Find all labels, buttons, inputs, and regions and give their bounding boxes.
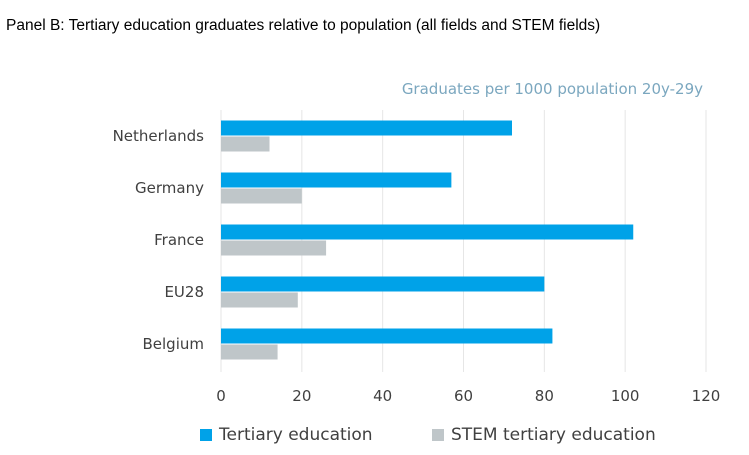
- bar-stem: [221, 344, 278, 360]
- category-label: Netherlands: [113, 127, 205, 145]
- bar-tertiary: [221, 328, 553, 344]
- category-label: EU28: [164, 283, 204, 301]
- legend-swatch: [200, 429, 212, 441]
- bar-tertiary: [221, 120, 512, 136]
- unit-label: Graduates per 1000 population 20y-29y: [402, 80, 703, 98]
- x-tick-label: 60: [454, 387, 473, 405]
- x-tick-label: 120: [692, 387, 721, 405]
- category-label: Germany: [135, 179, 204, 197]
- chart-title: Panel B: Tertiary education graduates re…: [6, 17, 600, 34]
- x-tick-label: 40: [373, 387, 392, 405]
- bar-tertiary: [221, 224, 634, 240]
- bar-stem: [221, 240, 327, 256]
- bar-tertiary: [221, 172, 452, 188]
- bar-stem: [221, 292, 298, 308]
- legend-label: Tertiary education: [218, 425, 373, 445]
- x-tick-label: 0: [216, 387, 226, 405]
- x-tick-label: 100: [611, 387, 640, 405]
- x-tick-labels: 0 20 40 60 80 100 120: [216, 387, 720, 405]
- x-tick-label: 80: [535, 387, 554, 405]
- x-tick-label: 20: [292, 387, 311, 405]
- bar-stem: [221, 136, 270, 152]
- bar-stem: [221, 188, 302, 204]
- legend-label: STEM tertiary education: [451, 425, 656, 445]
- bar-tertiary: [221, 276, 545, 292]
- category-label: Belgium: [143, 335, 205, 353]
- legend-swatch: [432, 429, 444, 441]
- legend: Tertiary education STEM tertiary educatio…: [200, 425, 656, 445]
- grid: [220, 110, 707, 372]
- bars: [221, 120, 634, 360]
- category-labels: Netherlands Germany France EU28 Belgium: [113, 127, 205, 353]
- category-label: France: [154, 231, 204, 249]
